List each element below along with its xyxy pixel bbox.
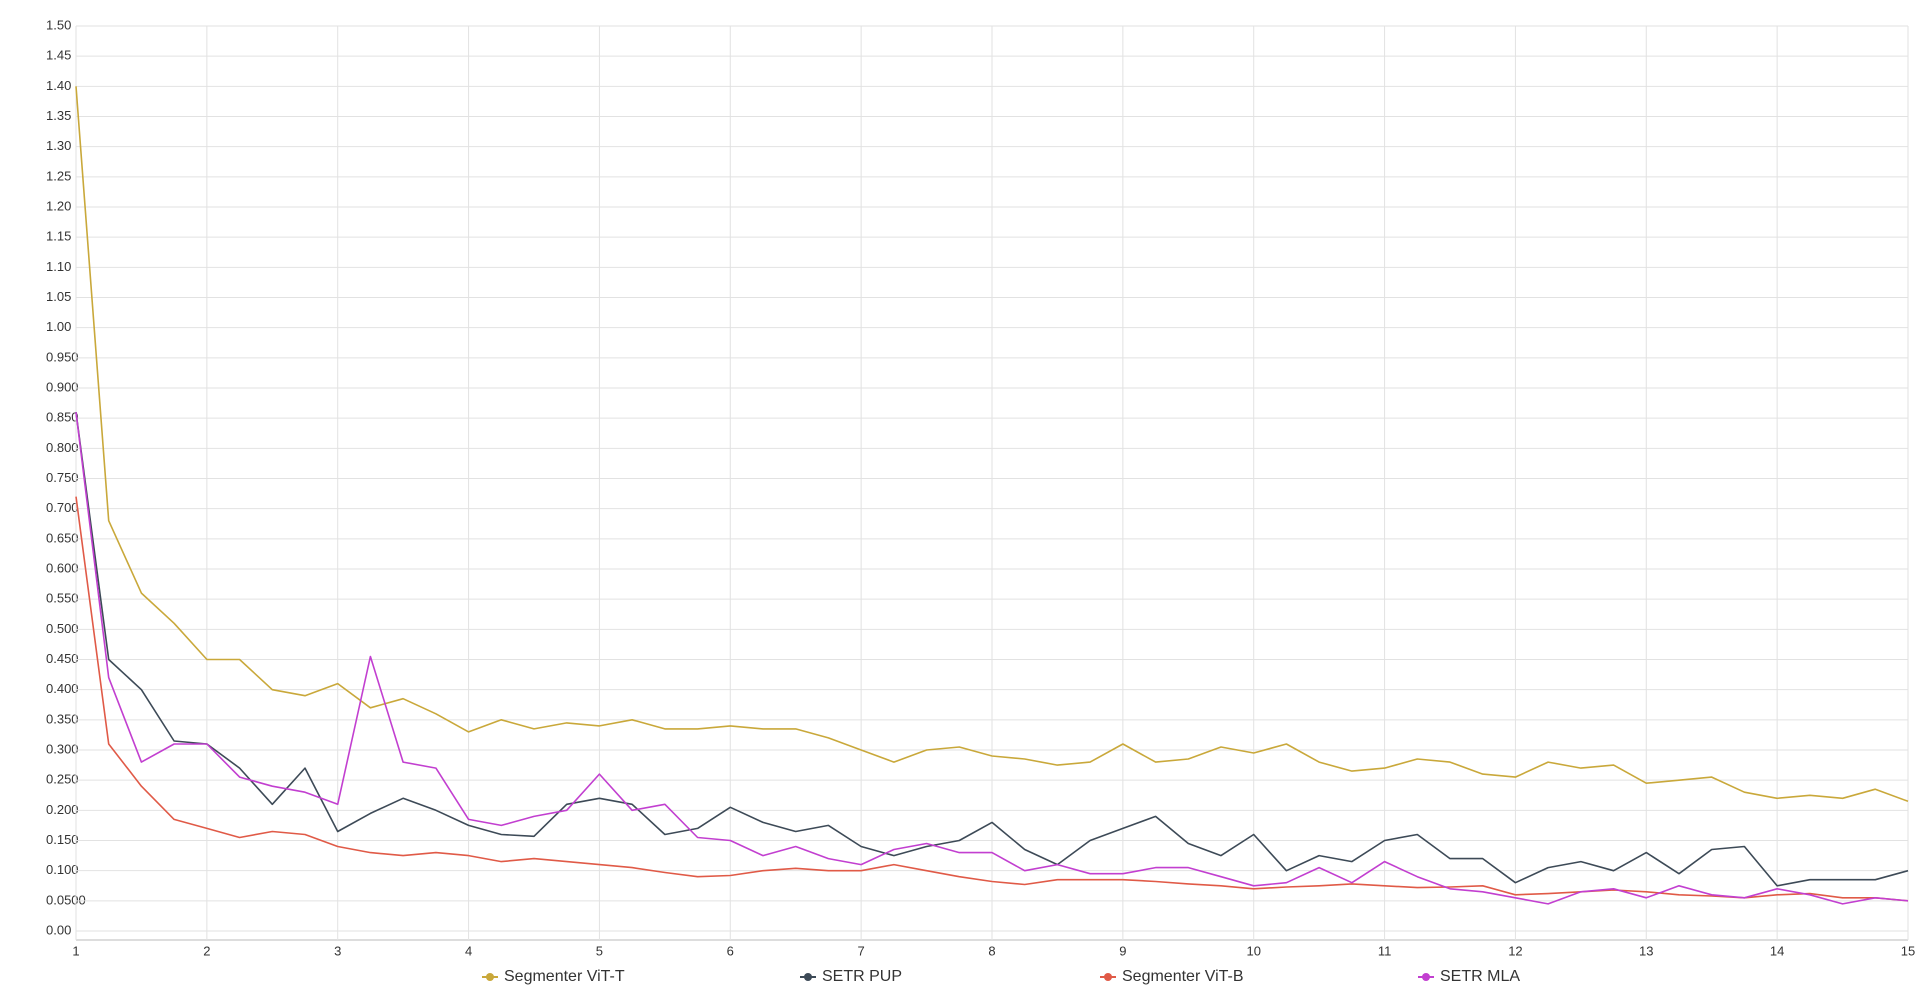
x-tick-label: 3: [334, 943, 341, 958]
y-tick-label: 1.50: [46, 17, 71, 32]
legend-label: SETR PUP: [822, 968, 902, 985]
y-tick-label: 1.40: [46, 78, 71, 93]
y-tick-label: 0.500: [46, 621, 79, 636]
y-tick-label: 1.45: [46, 48, 71, 63]
y-tick-label: 1.00: [46, 319, 71, 334]
y-tick-label: 0.850: [46, 410, 79, 425]
legend-label: Segmenter ViT-T: [504, 968, 625, 985]
x-tick-label: 13: [1639, 943, 1653, 958]
legend-label: SETR MLA: [1440, 968, 1520, 985]
y-tick-label: 0.600: [46, 560, 79, 575]
y-tick-label: 0.200: [46, 802, 79, 817]
y-tick-label: 0.0500: [46, 892, 86, 907]
x-tick-label: 14: [1770, 943, 1784, 958]
y-tick-label: 1.10: [46, 259, 71, 274]
y-tick-label: 0.800: [46, 440, 79, 455]
y-tick-label: 0.650: [46, 530, 79, 545]
y-tick-label: 0.550: [46, 591, 79, 606]
x-tick-label: 11: [1378, 943, 1392, 958]
x-tick-label: 7: [858, 943, 865, 958]
legend-label: Segmenter ViT-B: [1122, 968, 1244, 985]
y-tick-label: 1.35: [46, 108, 71, 123]
x-tick-label: 12: [1508, 943, 1522, 958]
legend-swatch: [1104, 973, 1112, 981]
y-tick-label: 0.00: [46, 922, 71, 937]
y-tick-label: 0.150: [46, 832, 79, 847]
y-tick-label: 0.950: [46, 349, 79, 364]
series-line: [75, 411, 1909, 887]
y-tick-label: 1.15: [46, 229, 71, 244]
x-tick-label: 2: [203, 943, 210, 958]
y-tick-label: 0.700: [46, 500, 79, 515]
y-tick-label: 0.100: [46, 862, 79, 877]
x-tick-label: 5: [596, 943, 603, 958]
x-tick-label: 4: [465, 943, 472, 958]
y-tick-label: 0.450: [46, 651, 79, 666]
y-tick-label: 0.350: [46, 711, 79, 726]
series-line: [75, 86, 1909, 803]
legend-swatch: [1422, 973, 1430, 981]
y-tick-label: 0.750: [46, 470, 79, 485]
legend-swatch: [804, 973, 812, 981]
y-tick-label: 1.20: [46, 198, 71, 213]
y-tick-label: 0.900: [46, 379, 79, 394]
x-tick-label: 1: [72, 943, 79, 958]
y-tick-label: 1.25: [46, 168, 71, 183]
x-tick-label: 8: [988, 943, 995, 958]
y-tick-label: 0.400: [46, 681, 79, 696]
y-tick-label: 1.05: [46, 289, 71, 304]
x-tick-label: 6: [727, 943, 734, 958]
y-tick-label: 1.30: [46, 138, 71, 153]
x-tick-label: 9: [1119, 943, 1126, 958]
legend-swatch: [486, 973, 494, 981]
series-line: [75, 412, 1909, 905]
x-tick-label: 15: [1901, 943, 1915, 958]
y-tick-label: 0.250: [46, 772, 79, 787]
x-tick-label: 10: [1246, 943, 1260, 958]
y-tick-label: 0.300: [46, 741, 79, 756]
